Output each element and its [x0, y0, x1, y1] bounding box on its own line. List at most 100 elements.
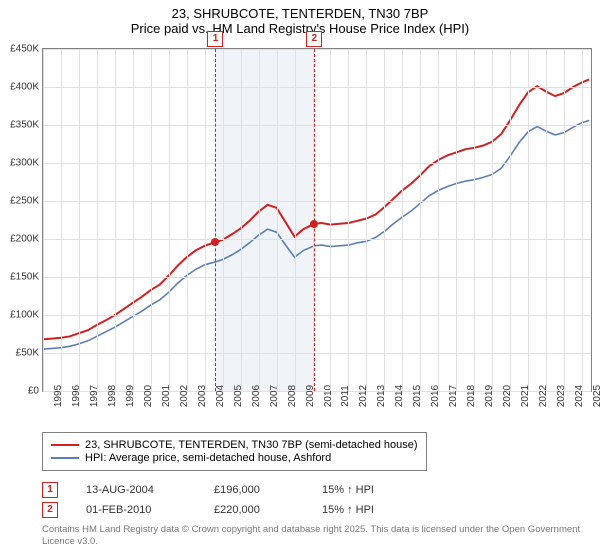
x-tick-label: 2023 [546, 380, 561, 402]
gridline-v [187, 49, 188, 391]
x-tick-label: 2018 [456, 380, 471, 402]
x-tick-label: 2009 [295, 380, 310, 402]
x-tick-label: 2024 [564, 380, 579, 402]
gridline-h [43, 353, 591, 354]
sale-vline [215, 49, 216, 391]
gridline-v [205, 49, 206, 391]
legend-row: 23, SHRUBCOTE, TENTERDEN, TN30 7BP (semi… [51, 439, 418, 451]
legend-swatch [51, 444, 79, 446]
gridline-v [528, 49, 529, 391]
gridline-v [277, 49, 278, 391]
gridline-h [43, 201, 591, 202]
x-tick-label: 2021 [510, 380, 525, 402]
x-tick-label: 1997 [79, 380, 94, 402]
title-line-1: 23, SHRUBCOTE, TENTERDEN, TN30 7BP [0, 6, 600, 21]
x-tick-label: 2020 [492, 380, 507, 402]
gridline-v [492, 49, 493, 391]
x-tick-label: 1998 [97, 380, 112, 402]
sale-pct: 15% ↑ HPI [322, 504, 374, 516]
x-tick-label: 1995 [43, 380, 58, 402]
gridline-v [79, 49, 80, 391]
title-block: 23, SHRUBCOTE, TENTERDEN, TN30 7BP Price… [0, 0, 600, 36]
gridline-v [402, 49, 403, 391]
gridline-v [151, 49, 152, 391]
gridline-v [133, 49, 134, 391]
sale-row-badge: 2 [42, 502, 58, 518]
gridline-h [43, 125, 591, 126]
y-tick-label: £300K [10, 158, 43, 169]
x-tick-label: 2019 [474, 380, 489, 402]
legend-row: HPI: Average price, semi-detached house,… [51, 452, 418, 464]
title-line-2: Price paid vs. HM Land Registry's House … [0, 21, 600, 36]
gridline-v [366, 49, 367, 391]
gridline-v [223, 49, 224, 391]
gridline-v [474, 49, 475, 391]
x-tick-label: 2025 [582, 380, 597, 402]
gridline-v [384, 49, 385, 391]
plot-area: £0£50K£100K£150K£200K£250K£300K£350K£400… [42, 48, 592, 392]
x-tick-label: 2011 [330, 380, 345, 402]
y-tick-label: £450K [10, 44, 43, 55]
sale-pct: 15% ↑ HPI [322, 484, 374, 496]
sale-marker [310, 220, 318, 228]
attribution-text: Contains HM Land Registry data © Crown c… [42, 524, 590, 549]
gridline-v [564, 49, 565, 391]
legend-label: HPI: Average price, semi-detached house,… [85, 452, 331, 464]
up-arrow-icon: ↑ [347, 484, 353, 496]
sale-row: 2 01-FEB-2010 £220,000 15% ↑ HPI [42, 502, 590, 518]
gridline-v [546, 49, 547, 391]
sale-date: 13-AUG-2004 [86, 484, 186, 496]
x-tick-label: 2015 [402, 380, 417, 402]
gridline-v [259, 49, 260, 391]
gridline-v [43, 49, 44, 391]
gridline-v [115, 49, 116, 391]
series-price_paid [43, 79, 589, 339]
gridline-v [348, 49, 349, 391]
y-tick-label: £150K [10, 272, 43, 283]
x-tick-label: 2004 [205, 380, 220, 402]
sale-price: £196,000 [214, 484, 294, 496]
x-tick-label: 2013 [366, 380, 381, 402]
chart-container: 23, SHRUBCOTE, TENTERDEN, TN30 7BP Price… [0, 0, 600, 560]
sale-price: £220,000 [214, 504, 294, 516]
sale-badge: 1 [207, 31, 223, 47]
x-tick-label: 1999 [115, 380, 130, 402]
x-tick-label: 2003 [187, 380, 202, 402]
y-tick-label: £0 [28, 386, 43, 397]
x-tick-label: 2001 [151, 380, 166, 402]
gridline-h [43, 315, 591, 316]
gridline-v [456, 49, 457, 391]
x-tick-label: 2005 [223, 380, 238, 402]
x-tick-label: 2022 [528, 380, 543, 402]
gridline-v [582, 49, 583, 391]
sales-footer: 1 13-AUG-2004 £196,000 15% ↑ HPI 2 01-FEB-201… [42, 478, 590, 549]
x-tick-label: 1996 [61, 380, 76, 402]
gridline-v [420, 49, 421, 391]
gridline-v [241, 49, 242, 391]
x-tick-label: 2002 [169, 380, 184, 402]
y-tick-label: £350K [10, 120, 43, 131]
gridline-v [510, 49, 511, 391]
x-tick-label: 2017 [438, 380, 453, 402]
sale-row-badge: 1 [42, 482, 58, 498]
gridline-v [438, 49, 439, 391]
sale-date: 01-FEB-2010 [86, 504, 186, 516]
gridline-v [169, 49, 170, 391]
x-tick-label: 2012 [348, 380, 363, 402]
y-tick-label: £250K [10, 196, 43, 207]
x-tick-label: 2007 [259, 380, 274, 402]
x-tick-label: 2008 [277, 380, 292, 402]
gridline-v [97, 49, 98, 391]
gridline-h [43, 277, 591, 278]
y-tick-label: £100K [10, 310, 43, 321]
y-tick-label: £400K [10, 82, 43, 93]
legend: 23, SHRUBCOTE, TENTERDEN, TN30 7BP (semi… [42, 432, 427, 471]
gridline-h [43, 239, 591, 240]
sale-badge: 2 [306, 31, 322, 47]
up-arrow-icon: ↑ [347, 504, 353, 516]
gridline-v [330, 49, 331, 391]
x-tick-label: 2014 [384, 380, 399, 402]
legend-swatch [51, 457, 79, 459]
x-tick-label: 2000 [133, 380, 148, 402]
sale-row: 1 13-AUG-2004 £196,000 15% ↑ HPI [42, 482, 590, 498]
